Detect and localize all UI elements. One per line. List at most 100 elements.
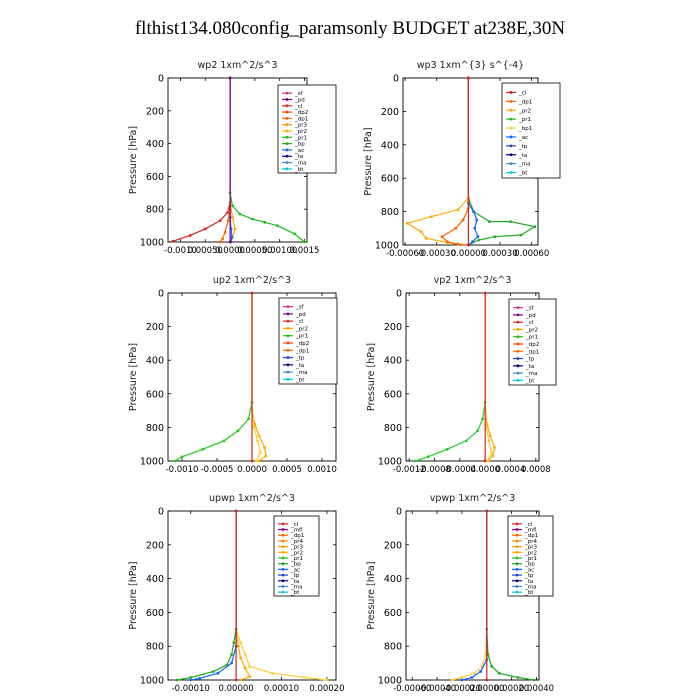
data-point (203, 227, 207, 231)
data-point (250, 217, 254, 221)
x-tick-label: 0.00000 (469, 684, 504, 694)
x-tick-label: -0.00060 (393, 684, 431, 694)
y-tick-label: 1000 (140, 238, 164, 249)
legend-marker (281, 590, 285, 594)
data-point (491, 454, 495, 458)
data-point (226, 219, 230, 223)
data-point (228, 240, 232, 244)
legend-marker (285, 154, 289, 158)
data-point (275, 224, 279, 228)
data-point (461, 218, 465, 222)
x-tick-label: 0.00000 (219, 684, 254, 694)
data-point (466, 76, 470, 80)
y-tick-label: 600 (146, 389, 164, 400)
legend-marker (286, 356, 290, 359)
legend-marker (516, 342, 520, 346)
legend-label: _bt (290, 590, 300, 596)
data-point (405, 221, 409, 225)
y-tick-label: 800 (146, 205, 164, 216)
x-tick-label: -0.0008 (418, 465, 451, 475)
series-line-pr1 (451, 511, 488, 681)
legend-marker (509, 144, 513, 148)
data-point (228, 76, 232, 80)
legend-marker (286, 370, 290, 374)
data-point (460, 678, 464, 682)
legend-marker (286, 319, 290, 323)
legend-marker (509, 126, 513, 130)
data-point (257, 434, 261, 438)
x-tick-label: 0.00100 (262, 246, 297, 256)
data-point (216, 671, 220, 675)
legend-marker (281, 545, 285, 549)
data-point (256, 439, 259, 443)
x-tick-label: 0.00020 (494, 684, 529, 694)
legend-label: _pr4 (290, 539, 304, 545)
y-axis-label: Pressure [hPa] (363, 127, 374, 195)
legend-label: _bp (290, 562, 301, 568)
y-axis-label: Pressure [hPa] (128, 561, 139, 629)
legend-marker (281, 550, 285, 554)
x-tick-label: 0.00000 (451, 249, 486, 259)
data-point (473, 226, 477, 230)
legend-label: _ma (290, 584, 302, 590)
y-tick-label: 400 (381, 140, 399, 151)
x-tick-label: 0.00020 (309, 684, 344, 694)
y-tick-label: 1000 (378, 676, 402, 687)
legend-marker (281, 528, 285, 531)
y-axis-label: Pressure [hPa] (366, 343, 377, 411)
legend-marker (509, 162, 513, 166)
data-point (481, 417, 485, 421)
data-point (259, 451, 262, 454)
data-point (454, 226, 458, 230)
legend-marker (281, 567, 285, 571)
legend-label: _ta (518, 153, 527, 159)
data-point (485, 509, 489, 513)
data-point (414, 459, 417, 463)
legend-label: _cl (290, 522, 299, 528)
x-tick-label: 0.0015 (290, 246, 320, 256)
data-point (188, 234, 192, 237)
legend-label: _pr1 (295, 334, 308, 340)
legend-label: _pd (525, 313, 536, 319)
legend-label: _pr3 (524, 545, 538, 551)
series-line-dp1 (174, 293, 253, 462)
legend-marker (281, 562, 285, 566)
x-tick-label: 0.00050 (237, 246, 272, 256)
data-point (223, 230, 227, 234)
data-point (488, 434, 492, 438)
legend-marker (285, 135, 289, 139)
y-tick-label: 200 (146, 106, 164, 117)
y-tick-label: 800 (384, 642, 402, 653)
data-point (230, 661, 233, 665)
legend-label: _cl (524, 522, 533, 528)
legend: _sf_pd_cl_pr2 _pr1_dp2_dp1 _tp_ta_ma_bt (278, 297, 338, 385)
page-title: flthist134.080config_paramsonly BUDGET a… (134, 18, 566, 39)
y-tick-label: 400 (384, 356, 402, 367)
series-line-pr2 (405, 78, 469, 246)
legend-marker (515, 550, 519, 554)
x-tick-label: 0.0005 (272, 465, 302, 475)
data-point (234, 509, 238, 513)
legend-label: _ac (290, 567, 300, 573)
data-point (243, 653, 247, 657)
legend-marker (285, 148, 289, 152)
y-axis-label: Pressure [hPa] (366, 561, 377, 629)
chart-panel-4: vp2 1xm^2/s^3 Pressure [hPa] 0 200 400 600 800… (366, 275, 557, 475)
data-point (456, 208, 460, 212)
chart-title: vpwp 1xm^2/s^3 (430, 493, 516, 504)
plot-frame (167, 510, 337, 681)
data-point (189, 676, 193, 679)
y-tick-label: 0 (393, 74, 399, 85)
data-point (248, 675, 252, 679)
data-point (257, 459, 261, 463)
chart-title: upwp 1xm^2/s^3 (209, 493, 295, 504)
legend-label: _dp2 (295, 341, 309, 347)
legend-marker (281, 522, 285, 526)
x-tick-label: 0.0000 (470, 465, 500, 475)
legend-label: _ta (290, 579, 299, 585)
legend-label: _pd (295, 312, 306, 318)
y-tick-label: 200 (381, 107, 399, 118)
series-line-dp1 (441, 78, 469, 246)
legend-marker (516, 357, 520, 360)
legend: _sf_pd_cl_dp2_dp1_pr3_pr2_pr1_bp_ac_ta_m… (277, 84, 337, 174)
